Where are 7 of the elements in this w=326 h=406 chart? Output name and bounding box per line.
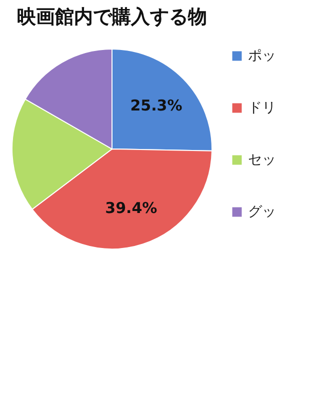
data-label: 39.4% [105, 198, 158, 217]
legend-label: グッ [248, 204, 276, 220]
data-label: 25.3% [130, 96, 182, 115]
chart-title: 映画館内で購入する物 [17, 6, 207, 28]
legend-label: ポッ [248, 48, 276, 64]
legend-label: セッ [248, 152, 276, 168]
legend-label: ドリ [248, 100, 276, 116]
